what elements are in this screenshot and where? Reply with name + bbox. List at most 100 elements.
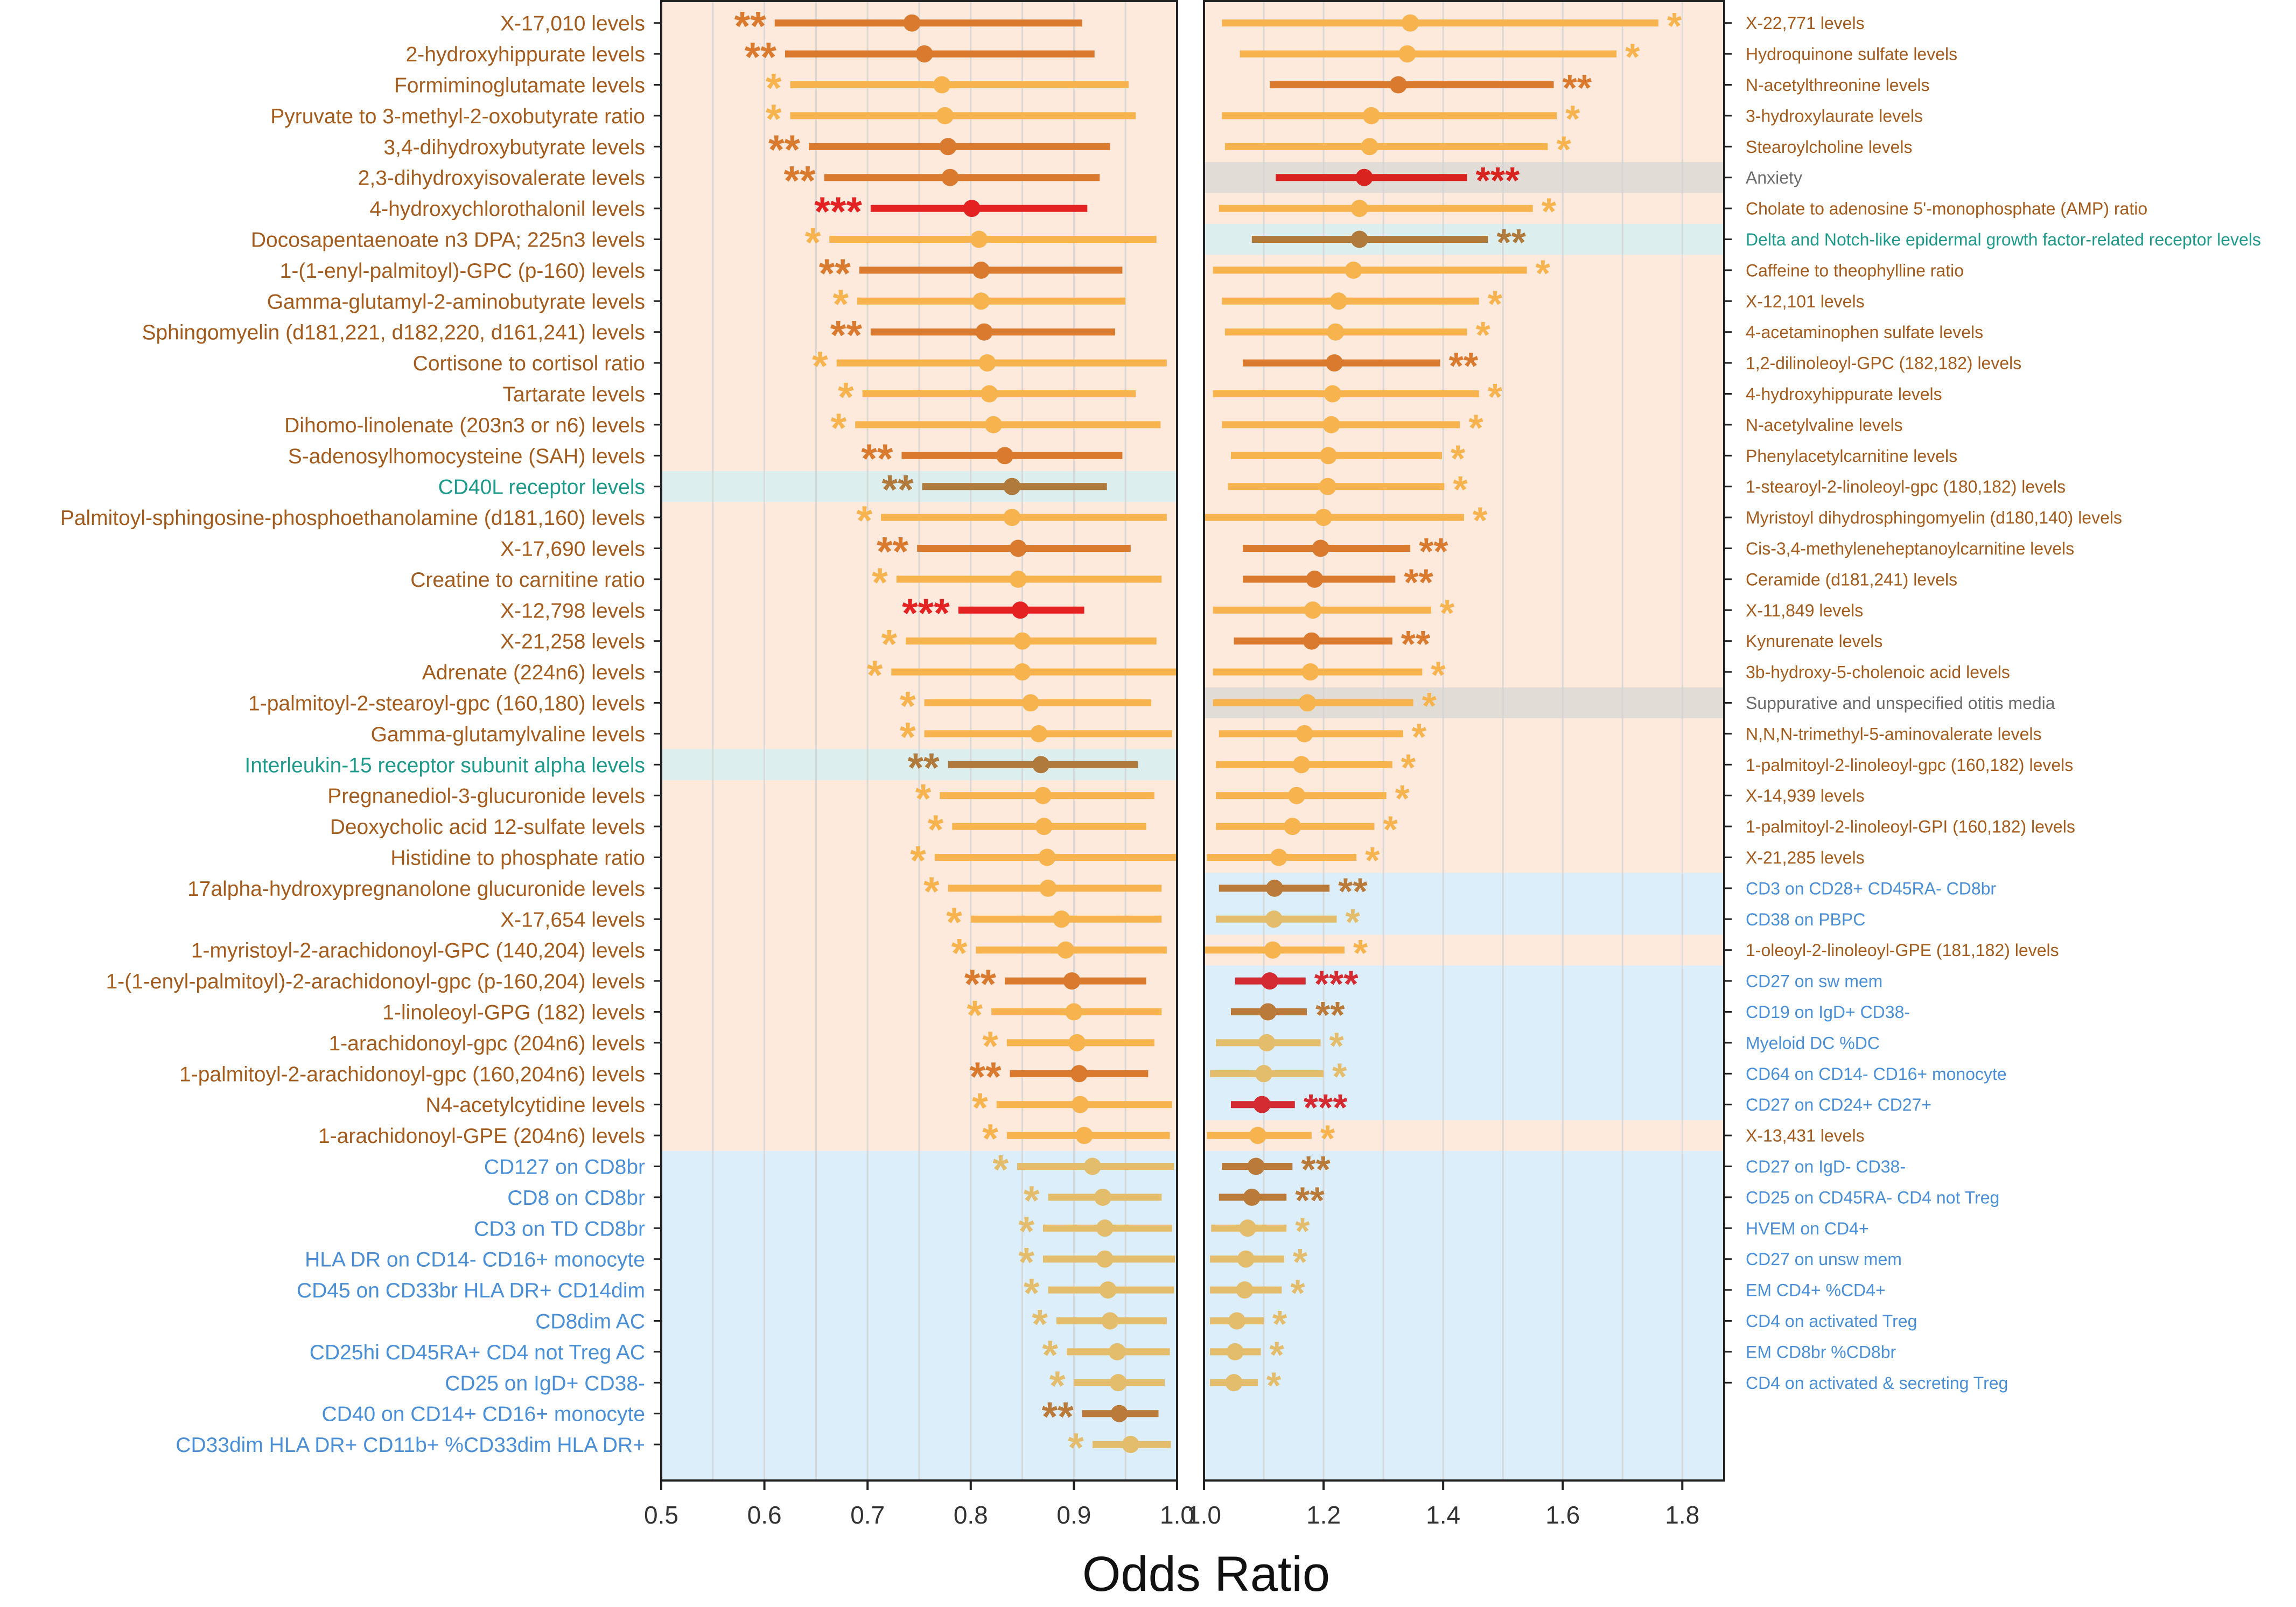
row-label: 1-arachidonoyl-GPE (204n6) levels [318, 1125, 645, 1148]
row-label: CD8dim AC [535, 1310, 645, 1334]
odds-ratio-point [1225, 1374, 1243, 1392]
odds-ratio-point [1239, 1219, 1257, 1237]
odds-ratio-point [1319, 447, 1337, 465]
odds-ratio-point [1109, 1374, 1127, 1392]
significance-stars: *** [814, 189, 862, 235]
odds-ratio-point [1361, 138, 1378, 156]
significance-stars: * [1329, 1024, 1345, 1066]
row-label: Palmitoyl-sphingosine-phosphoethanolamin… [60, 507, 645, 530]
significance-stars: ** [1404, 561, 1433, 603]
row-label: CD40 on CD14+ CD16+ monocyte [322, 1403, 645, 1426]
odds-ratio-point [1110, 1405, 1128, 1422]
row-label: CD45 on CD33br HLA DR+ CD14dim [297, 1279, 645, 1302]
odds-ratio-point [1259, 1003, 1277, 1021]
odds-ratio-point [1299, 694, 1317, 712]
odds-ratio-point [972, 261, 990, 279]
odds-ratio-point [1322, 416, 1340, 433]
right-row-bg [1204, 1212, 1724, 1244]
significance-stars: * [857, 498, 873, 544]
significance-stars: * [766, 96, 782, 142]
row-label: Cis-3,4-methyleneheptanoylcarnitine leve… [1746, 539, 2074, 558]
row-label: 4-hydroxyhippurate levels [1746, 384, 1942, 404]
significance-stars: * [1412, 715, 1427, 757]
right-row-bg [1204, 1274, 1724, 1306]
odds-ratio-point [1345, 261, 1362, 279]
odds-ratio-point [1013, 663, 1031, 681]
row-label: Hydroquinone sulfate levels [1746, 45, 1957, 64]
odds-ratio-point [1389, 76, 1407, 94]
significance-stars: * [992, 1147, 1009, 1192]
row-label: Ceramide (d181,241) levels [1746, 570, 1957, 589]
significance-stars: * [1332, 1056, 1347, 1098]
row-label: Kynurenate levels [1746, 631, 1882, 651]
row-label: CD19 on IgD+ CD38- [1746, 1002, 1910, 1022]
significance-stars: ** [861, 436, 893, 482]
odds-ratio-point [1288, 787, 1306, 804]
significance-stars: * [900, 714, 916, 760]
row-label: 1-(1-enyl-palmitoyl)-2-arachidonoyl-gpc … [106, 970, 645, 993]
row-label: N-acetylthreonine levels [1746, 75, 1930, 95]
significance-stars: ** [745, 34, 777, 80]
odds-ratio-point [1327, 323, 1345, 341]
right-row-backgrounds [1204, 1, 1724, 1481]
right-panel: ****************************************… [1187, 0, 2261, 1529]
odds-ratio-point [1065, 1003, 1083, 1021]
significance-stars: * [982, 1023, 998, 1069]
row-label: Creatine to carnitine ratio [410, 569, 645, 592]
row-label: 4-acetaminophen sulfate levels [1746, 322, 1983, 342]
odds-ratio-point [1266, 879, 1284, 897]
odds-ratio-point [1083, 1157, 1101, 1175]
odds-ratio-point [1306, 570, 1324, 588]
significance-stars: * [1353, 932, 1368, 974]
odds-ratio-point [1303, 632, 1320, 650]
odds-ratio-point [1057, 941, 1075, 959]
significance-stars: ** [1496, 221, 1526, 263]
significance-stars: ** [830, 313, 863, 359]
significance-stars: * [1667, 5, 1682, 47]
row-label: CD25 on IgD+ CD38- [445, 1372, 645, 1395]
odds-ratio-point [1075, 1127, 1093, 1145]
odds-ratio-point [1011, 601, 1029, 619]
significance-stars: * [1556, 129, 1571, 171]
row-label: CD27 on unsw mem [1746, 1250, 1902, 1269]
row-label: CD25 on CD45RA- CD4 not Treg [1746, 1188, 1999, 1207]
odds-ratio-point [1350, 200, 1368, 217]
significance-stars: ** [1419, 530, 1448, 572]
significance-stars: * [1431, 654, 1446, 696]
odds-ratio-point [1315, 509, 1333, 527]
row-label: CD27 on sw mem [1746, 972, 1882, 991]
significance-stars: ** [877, 529, 909, 574]
row-label: Histidine to phosphate ratio [390, 847, 645, 870]
significance-stars: * [1488, 376, 1503, 418]
odds-ratio-point [1053, 910, 1070, 928]
row-label: CD127 on CD8br [484, 1156, 645, 1179]
significance-stars: *** [1476, 159, 1520, 201]
odds-ratio-point [936, 107, 954, 124]
row-label: EM CD4+ %CD4+ [1746, 1281, 1886, 1300]
row-label: Pyruvate to 3-methyl-2-oxobutyrate ratio [270, 105, 645, 128]
row-label: HVEM on CD4+ [1746, 1219, 1869, 1238]
row-label: CD25hi CD45RA+ CD4 not Treg AC [310, 1341, 645, 1364]
odds-ratio-point [1326, 354, 1343, 372]
row-label: X-13,431 levels [1746, 1126, 1865, 1146]
row-label: 1-myristoyl-2-arachidonoyl-GPC (140,204)… [191, 939, 645, 963]
odds-ratio-point [1013, 632, 1031, 650]
odds-ratio-point [978, 354, 996, 372]
row-label: Anxiety [1746, 168, 1802, 187]
odds-ratio-point [1296, 725, 1313, 742]
row-label: CD27 on IgD- CD38- [1746, 1157, 1906, 1176]
significance-stars: * [1383, 809, 1398, 851]
significance-stars: * [910, 838, 926, 883]
significance-stars: * [1042, 1332, 1058, 1378]
row-label: Sphingomyelin (d181,221, d182,220, d161,… [142, 321, 645, 345]
significance-stars: * [831, 405, 847, 451]
significance-stars: * [967, 992, 983, 1038]
right-row-bg [1204, 1367, 1724, 1481]
row-label: Deoxycholic acid 12-sulfate levels [330, 816, 645, 839]
odds-ratio-point [1236, 1281, 1254, 1299]
odds-ratio-point [1021, 694, 1039, 712]
right-panel-frame [1203, 0, 1725, 1482]
odds-ratio-point [1265, 910, 1283, 928]
significance-stars: * [1625, 36, 1640, 78]
row-label: 1-palmitoyl-2-stearoyl-gpc (160,180) lev… [248, 692, 645, 715]
